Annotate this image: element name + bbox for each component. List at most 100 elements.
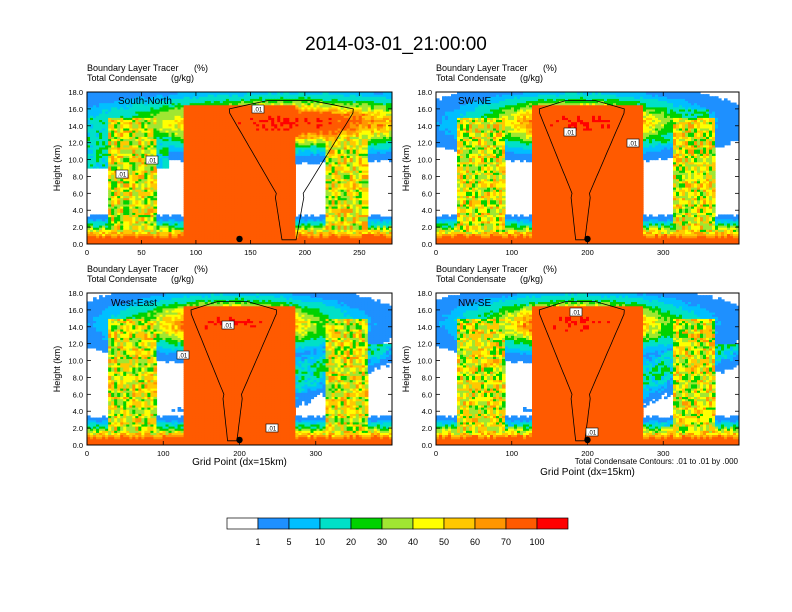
field-cell	[87, 155, 91, 159]
field-cell	[313, 222, 318, 226]
field-cell	[228, 138, 233, 142]
field-cell	[241, 235, 245, 239]
field-cell	[280, 157, 284, 161]
field-cell	[298, 146, 303, 150]
field-cell	[265, 127, 269, 131]
field-cell	[126, 203, 130, 207]
field-cell	[274, 229, 278, 232]
field-cell	[189, 176, 194, 180]
field-cell	[183, 201, 188, 205]
field-cell	[195, 140, 200, 144]
field-cell	[186, 203, 191, 207]
field-cell	[132, 100, 136, 104]
field-cell	[247, 98, 251, 102]
field-cell	[228, 206, 233, 209]
field-cell	[201, 123, 206, 127]
field-cell	[129, 176, 133, 180]
field-cell	[120, 199, 124, 203]
field-cell	[256, 146, 260, 150]
field-cell	[213, 142, 218, 146]
field-cell	[138, 127, 142, 131]
field-cell	[195, 189, 200, 192]
field-cell	[126, 197, 130, 201]
field-cell	[102, 98, 106, 102]
field-cell	[277, 191, 281, 194]
field-cell	[271, 142, 275, 146]
field-cell	[216, 227, 221, 230]
field-cell	[144, 201, 148, 205]
field-cell	[195, 233, 200, 237]
field-cell	[96, 117, 100, 121]
field-cell	[189, 216, 194, 220]
field-cell	[228, 157, 233, 161]
field-cell	[256, 119, 260, 123]
field-cell	[156, 241, 161, 244]
field-cell	[310, 214, 315, 218]
field-cell	[150, 142, 155, 146]
field-cell	[129, 155, 133, 159]
field-cell	[120, 142, 124, 146]
field-cell	[283, 180, 287, 184]
field-cell	[159, 146, 164, 150]
field-cell	[93, 119, 97, 123]
field-cell	[265, 180, 269, 184]
field-cell	[292, 98, 296, 102]
field-cell	[280, 195, 284, 199]
field-cell	[234, 142, 239, 146]
field-cell	[219, 159, 224, 163]
field-cell	[120, 195, 124, 199]
field-cell	[310, 225, 315, 228]
field-cell	[132, 182, 136, 186]
field-cell	[111, 92, 115, 95]
field-cell	[159, 161, 164, 165]
field-cell	[132, 125, 136, 129]
field-cell	[195, 104, 200, 108]
field-cell	[219, 178, 224, 182]
field-cell	[198, 151, 203, 154]
field-cell	[129, 113, 133, 116]
field-cell	[234, 170, 239, 173]
field-cell	[225, 206, 230, 209]
field-cell	[222, 157, 227, 161]
field-cell	[174, 119, 179, 123]
field-cell	[271, 199, 275, 203]
field-cell	[244, 212, 248, 216]
field-cell	[126, 193, 130, 197]
field-cell	[262, 233, 266, 237]
field-cell	[165, 102, 170, 106]
field-cell	[316, 241, 321, 244]
field-cell	[186, 98, 191, 102]
field-cell	[244, 94, 248, 97]
field-cell	[231, 170, 236, 173]
field-cell	[150, 140, 155, 144]
field-cell	[256, 161, 260, 165]
field-cell	[292, 144, 296, 148]
field-cell	[247, 199, 251, 203]
field-cell	[289, 216, 293, 220]
field-cell	[265, 130, 269, 133]
field-cell	[168, 138, 173, 142]
field-cell	[234, 146, 239, 150]
field-cell	[259, 138, 263, 142]
field-cell	[262, 184, 266, 188]
field-cell	[253, 231, 257, 235]
field-cell	[189, 199, 194, 203]
field-cell	[117, 115, 121, 118]
field-cell	[108, 159, 112, 163]
field-cell	[316, 123, 321, 127]
field-cell	[96, 92, 100, 95]
field-cell	[180, 233, 185, 237]
field-cell	[90, 163, 94, 167]
field-cell	[183, 220, 188, 224]
field-cell	[189, 189, 194, 192]
field-cell	[241, 100, 245, 104]
field-cell	[129, 229, 133, 232]
field-cell	[283, 231, 287, 235]
field-cell	[108, 149, 112, 152]
field-cell	[192, 189, 197, 192]
field-cell	[268, 138, 272, 142]
field-cell	[219, 165, 224, 169]
field-cell	[129, 161, 133, 165]
field-cell	[138, 180, 142, 184]
field-cell	[280, 94, 284, 97]
